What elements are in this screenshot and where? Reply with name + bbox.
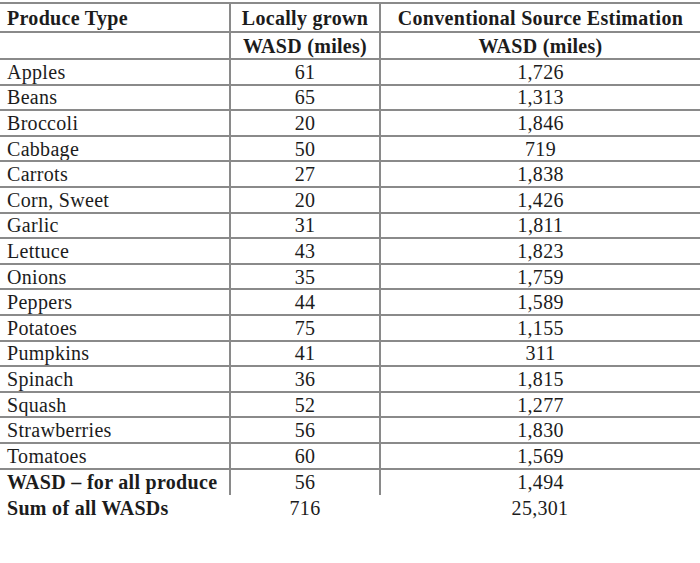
conventional-wasd-cell: 719 [380, 136, 700, 162]
col-header-produce-type: Produce Type [0, 3, 230, 32]
col-header-conventional-source: Conventional Source Estimation [380, 3, 700, 32]
conventional-wasd-cell: 1,569 [380, 443, 700, 469]
produce-name-cell: Garlic [0, 213, 230, 239]
table-row: Strawberries 56 1,830 [0, 417, 700, 443]
produce-name-cell: Carrots [0, 161, 230, 187]
table-row: Corn, Sweet 20 1,426 [0, 187, 700, 213]
summary-local-wasd-value: 56 [230, 469, 380, 495]
conventional-wasd-cell: 1,726 [380, 59, 700, 85]
produce-name-cell: Cabbage [0, 136, 230, 162]
table-row: Broccoli 20 1,846 [0, 110, 700, 136]
subheader-empty-cell [0, 32, 230, 59]
summary-conventional-wasd-value: 1,494 [380, 469, 700, 495]
conventional-wasd-cell: 1,589 [380, 289, 700, 315]
conventional-wasd-cell: 1,823 [380, 238, 700, 264]
produce-name-cell: Peppers [0, 289, 230, 315]
table-row: Pumpkins 41 311 [0, 341, 700, 367]
conventional-wasd-cell: 311 [380, 341, 700, 367]
table-row: Squash 52 1,277 [0, 392, 700, 418]
locally-grown-wasd-cell: 75 [230, 315, 380, 341]
table-row: Beans 65 1,313 [0, 85, 700, 111]
locally-grown-wasd-cell: 43 [230, 238, 380, 264]
conventional-wasd-cell: 1,426 [380, 187, 700, 213]
produce-name-cell: Broccoli [0, 110, 230, 136]
table-row: Garlic 31 1,811 [0, 213, 700, 239]
conventional-wasd-cell: 1,815 [380, 366, 700, 392]
produce-name-cell: Lettuce [0, 238, 230, 264]
table-row: Tomatoes 60 1,569 [0, 443, 700, 469]
conventional-wasd-cell: 1,811 [380, 213, 700, 239]
conventional-wasd-cell: 1,846 [380, 110, 700, 136]
table-row: Lettuce 43 1,823 [0, 238, 700, 264]
summary-row-wasd-all-produce: WASD – for all produce 56 1,494 [0, 469, 700, 495]
summary-label-wasd-all-produce: WASD – for all produce [0, 469, 230, 495]
table-body: Apples 61 1,726 Beans 65 1,313 Broccoli … [0, 59, 700, 469]
col-header-locally-grown: Locally grown [230, 3, 380, 32]
locally-grown-wasd-cell: 20 [230, 110, 380, 136]
subheader-local-wasd-miles: WASD (miles) [230, 32, 380, 59]
produce-name-cell: Spinach [0, 366, 230, 392]
locally-grown-wasd-cell: 27 [230, 161, 380, 187]
produce-name-cell: Apples [0, 59, 230, 85]
table-row: Peppers 44 1,589 [0, 289, 700, 315]
locally-grown-wasd-cell: 50 [230, 136, 380, 162]
conventional-wasd-cell: 1,759 [380, 264, 700, 290]
locally-grown-wasd-cell: 61 [230, 59, 380, 85]
produce-name-cell: Beans [0, 85, 230, 111]
table-row: Potatoes 75 1,155 [0, 315, 700, 341]
produce-name-cell: Potatoes [0, 315, 230, 341]
subheader-conventional-wasd-miles: WASD (miles) [380, 32, 700, 59]
summary-row-sum-of-wasds: Sum of all WASDs 716 25,301 [0, 495, 700, 521]
produce-name-cell: Corn, Sweet [0, 187, 230, 213]
locally-grown-wasd-cell: 65 [230, 85, 380, 111]
table-row: Carrots 27 1,838 [0, 161, 700, 187]
table-summary: WASD – for all produce 56 1,494 Sum of a… [0, 469, 700, 521]
summary-local-sum-value: 716 [230, 495, 380, 521]
produce-name-cell: Strawberries [0, 417, 230, 443]
table-page: Produce Type Locally grown Conventional … [0, 0, 700, 563]
locally-grown-wasd-cell: 52 [230, 392, 380, 418]
header-row: Produce Type Locally grown Conventional … [0, 3, 700, 32]
locally-grown-wasd-cell: 60 [230, 443, 380, 469]
produce-name-cell: Tomatoes [0, 443, 230, 469]
locally-grown-wasd-cell: 35 [230, 264, 380, 290]
locally-grown-wasd-cell: 36 [230, 366, 380, 392]
produce-name-cell: Pumpkins [0, 341, 230, 367]
locally-grown-wasd-cell: 31 [230, 213, 380, 239]
table-row: Apples 61 1,726 [0, 59, 700, 85]
summary-conventional-sum-value: 25,301 [380, 495, 700, 521]
conventional-wasd-cell: 1,313 [380, 85, 700, 111]
locally-grown-wasd-cell: 56 [230, 417, 380, 443]
produce-name-cell: Squash [0, 392, 230, 418]
produce-name-cell: Onions [0, 264, 230, 290]
locally-grown-wasd-cell: 44 [230, 289, 380, 315]
locally-grown-wasd-cell: 41 [230, 341, 380, 367]
subheader-row: WASD (miles) WASD (miles) [0, 32, 700, 59]
produce-wasd-table: Produce Type Locally grown Conventional … [0, 2, 700, 521]
summary-label-sum-of-wasds: Sum of all WASDs [0, 495, 230, 521]
conventional-wasd-cell: 1,277 [380, 392, 700, 418]
conventional-wasd-cell: 1,830 [380, 417, 700, 443]
conventional-wasd-cell: 1,155 [380, 315, 700, 341]
locally-grown-wasd-cell: 20 [230, 187, 380, 213]
table-row: Cabbage 50 719 [0, 136, 700, 162]
conventional-wasd-cell: 1,838 [380, 161, 700, 187]
table-row: Onions 35 1,759 [0, 264, 700, 290]
table-row: Spinach 36 1,815 [0, 366, 700, 392]
